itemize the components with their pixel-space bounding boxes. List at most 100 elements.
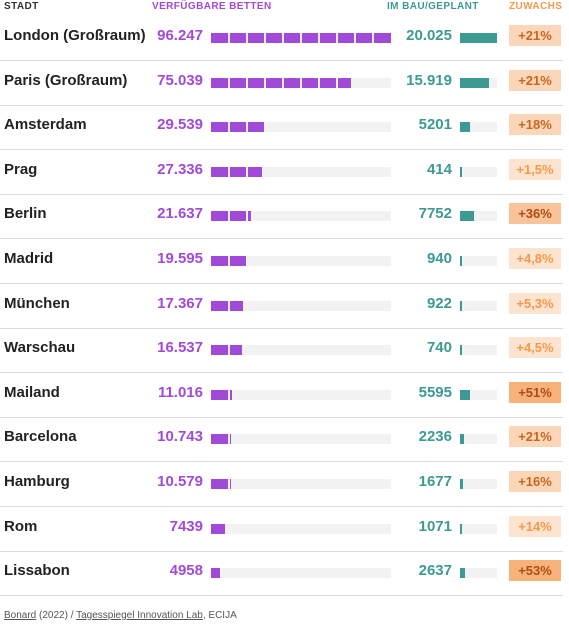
under-construction-value: 5201: [418, 116, 452, 134]
under-construction-bar-track: [460, 166, 497, 177]
city-name: München: [4, 294, 70, 312]
table-row: Madrid 19.595 940 +4,8%: [0, 238, 563, 284]
beds-value: 16.537: [157, 339, 203, 357]
table-row: Warschau 16.537 740 +4,5%: [0, 327, 563, 374]
under-construction-bar: [460, 256, 462, 266]
under-construction-value: 940: [426, 250, 452, 267]
under-construction-bar-track: [460, 389, 497, 400]
under-construction-value: 5595: [418, 383, 452, 401]
beds-bar-track: [211, 389, 391, 400]
under-construction-value: 740: [426, 339, 452, 357]
growth-badge: +18%: [509, 114, 561, 136]
under-construction-bar: [460, 345, 462, 356]
growth-badge: +14%: [509, 515, 561, 537]
beds-bar: [211, 479, 231, 489]
under-construction-bar-track: [460, 523, 497, 534]
under-construction-value: 922: [426, 294, 452, 312]
beds-bar: [211, 523, 225, 534]
under-construction-value: 7752: [418, 205, 452, 223]
beds-bar: [211, 568, 221, 579]
beds-bar-track: [211, 479, 391, 489]
under-construction-bar-track: [460, 568, 497, 579]
beds-value: 17.367: [157, 294, 203, 312]
beds-value: 96.247: [157, 27, 203, 44]
source-link-bonard[interactable]: Bonard: [4, 610, 37, 621]
under-construction-bar: [460, 33, 497, 43]
beds-bar-track: [211, 256, 391, 266]
beds-bar: [211, 389, 232, 400]
beds-bar-track: [211, 434, 391, 445]
under-construction-value: 1677: [418, 473, 452, 490]
growth-badge: +21%: [509, 69, 561, 91]
growth-badge: +4,5%: [509, 337, 561, 359]
source-link-tagesspiegel[interactable]: Tagesspiegel Innovation Lab: [76, 610, 203, 621]
beds-value: 19.595: [157, 250, 203, 267]
header-available-beds: VERFÜGBARE BETTEN: [152, 1, 272, 12]
growth-badge: +36%: [509, 203, 561, 225]
under-construction-bar-track: [460, 300, 497, 311]
under-construction-bar-track: [460, 345, 497, 356]
table-row: München 17.367 922 +5,3%: [0, 283, 563, 329]
under-construction-value: 1071: [418, 517, 452, 535]
beds-bar-track: [211, 568, 391, 579]
under-construction-bar: [460, 523, 462, 534]
table-row: Barcelona 10.743 2236 +21%: [0, 416, 563, 463]
beds-bar-track: [211, 33, 391, 43]
growth-badge: +5,3%: [509, 292, 561, 314]
under-construction-bar: [460, 77, 490, 88]
under-construction-bar-track: [460, 211, 497, 222]
header-under-construction: IM BAU/GEPLANT: [387, 1, 479, 12]
city-name: London (Großraum): [4, 27, 146, 44]
beds-bar: [211, 211, 252, 222]
header-city: STADT: [4, 1, 39, 12]
under-construction-bar-track: [460, 479, 497, 489]
beds-bar-track: [211, 523, 391, 534]
under-construction-value: 2236: [418, 428, 452, 446]
under-construction-bar: [460, 166, 462, 177]
under-construction-bar: [460, 300, 462, 311]
table-row: Mailand 11.016 5595 +51%: [0, 372, 563, 418]
city-name: Mailand: [4, 383, 60, 401]
city-name: Lissabon: [4, 562, 70, 580]
under-construction-bar-track: [460, 434, 497, 445]
beds-value: 7439: [169, 517, 203, 535]
under-construction-bar: [460, 479, 464, 489]
beds-bar: [211, 300, 244, 311]
beds-bar: [211, 122, 267, 133]
under-construction-bar-track: [460, 122, 497, 133]
source-year: (2022) /: [36, 610, 77, 621]
city-name: Amsterdam: [4, 116, 87, 134]
city-name: Prag: [4, 160, 38, 178]
beds-bar: [211, 166, 263, 177]
under-construction-value: 414: [426, 160, 452, 178]
table-row: Paris (Großraum) 75.039 15.919 +21%: [0, 60, 563, 106]
under-construction-bar: [460, 211, 475, 222]
under-construction-bar: [460, 434, 465, 445]
under-construction-bar-track: [460, 256, 497, 266]
beds-bar-track: [211, 211, 391, 222]
beds-bar-track: [211, 345, 391, 356]
table-row: Rom 7439 1071 +14%: [0, 506, 563, 552]
city-name: Rom: [4, 517, 38, 535]
beds-bar: [211, 434, 232, 445]
growth-badge: +1,5%: [509, 158, 561, 180]
under-construction-bar: [460, 389, 471, 400]
under-construction-bar-track: [460, 77, 497, 88]
header-growth: ZUWACHS: [509, 1, 563, 12]
beds-value: 11.016: [157, 383, 203, 401]
beds-bar-track: [211, 166, 391, 177]
growth-badge: +4,8%: [509, 248, 561, 269]
beds-bar-track: [211, 77, 391, 88]
table-row: Berlin 21.637 7752 +36%: [0, 193, 563, 240]
beds-value: 4958: [169, 562, 203, 580]
beds-value: 27.336: [157, 160, 203, 178]
table-row: London (Großraum) 96.247 20.025 +21%: [0, 15, 563, 61]
beds-bar-track: [211, 300, 391, 311]
city-name: Berlin: [4, 205, 47, 223]
table-row: Lissabon 4958 2637 +53%: [0, 550, 563, 597]
growth-badge: +16%: [509, 471, 561, 492]
city-name: Barcelona: [4, 428, 77, 446]
source-note: Bonard (2022) / Tagesspiegel Innovation …: [4, 610, 237, 621]
city-name: Warschau: [4, 339, 76, 357]
beds-value: 29.539: [157, 116, 203, 134]
